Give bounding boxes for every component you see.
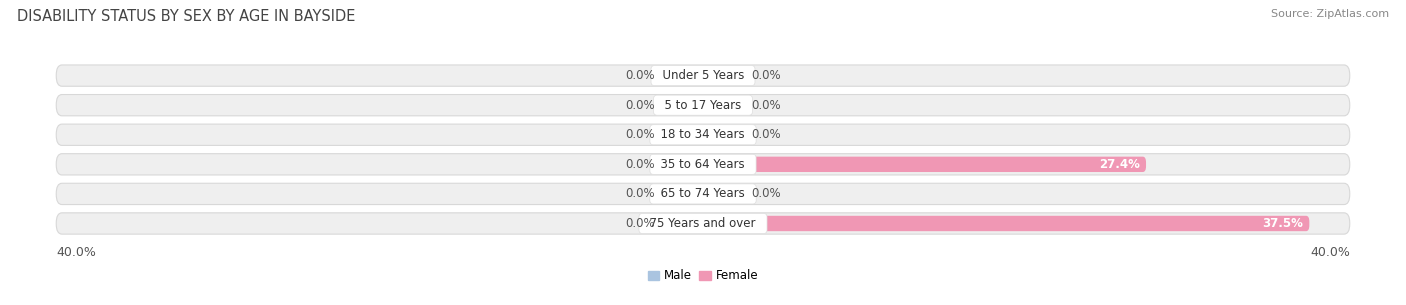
FancyBboxPatch shape	[662, 186, 703, 202]
FancyBboxPatch shape	[703, 68, 744, 83]
Text: 35 to 64 Years: 35 to 64 Years	[654, 158, 752, 171]
Legend: Male, Female: Male, Female	[643, 265, 763, 287]
FancyBboxPatch shape	[56, 124, 1350, 145]
Text: Source: ZipAtlas.com: Source: ZipAtlas.com	[1271, 9, 1389, 19]
Text: Under 5 Years: Under 5 Years	[655, 69, 751, 82]
Text: 0.0%: 0.0%	[624, 187, 654, 200]
FancyBboxPatch shape	[703, 98, 744, 113]
Text: 5 to 17 Years: 5 to 17 Years	[657, 99, 749, 112]
FancyBboxPatch shape	[56, 65, 1350, 86]
FancyBboxPatch shape	[662, 127, 703, 142]
Text: 18 to 34 Years: 18 to 34 Years	[654, 128, 752, 141]
FancyBboxPatch shape	[56, 95, 1350, 116]
FancyBboxPatch shape	[662, 157, 703, 172]
Text: 40.0%: 40.0%	[1310, 246, 1350, 259]
Text: 75 Years and over: 75 Years and over	[643, 217, 763, 230]
Text: DISABILITY STATUS BY SEX BY AGE IN BAYSIDE: DISABILITY STATUS BY SEX BY AGE IN BAYSI…	[17, 9, 356, 24]
Text: 37.5%: 37.5%	[1263, 217, 1303, 230]
FancyBboxPatch shape	[703, 127, 744, 142]
Text: 0.0%: 0.0%	[624, 99, 654, 112]
Text: 0.0%: 0.0%	[624, 217, 654, 230]
FancyBboxPatch shape	[56, 183, 1350, 205]
FancyBboxPatch shape	[703, 186, 744, 202]
Text: 0.0%: 0.0%	[752, 128, 782, 141]
FancyBboxPatch shape	[703, 157, 1146, 172]
FancyBboxPatch shape	[56, 154, 1350, 175]
FancyBboxPatch shape	[662, 216, 703, 231]
Text: 0.0%: 0.0%	[752, 69, 782, 82]
FancyBboxPatch shape	[662, 98, 703, 113]
Text: 40.0%: 40.0%	[56, 246, 96, 259]
Text: 0.0%: 0.0%	[752, 187, 782, 200]
Text: 65 to 74 Years: 65 to 74 Years	[654, 187, 752, 200]
Text: 0.0%: 0.0%	[752, 99, 782, 112]
FancyBboxPatch shape	[56, 213, 1350, 234]
Text: 27.4%: 27.4%	[1098, 158, 1140, 171]
FancyBboxPatch shape	[703, 216, 1309, 231]
Text: 0.0%: 0.0%	[624, 158, 654, 171]
FancyBboxPatch shape	[662, 68, 703, 83]
Text: 0.0%: 0.0%	[624, 128, 654, 141]
Text: 0.0%: 0.0%	[624, 69, 654, 82]
